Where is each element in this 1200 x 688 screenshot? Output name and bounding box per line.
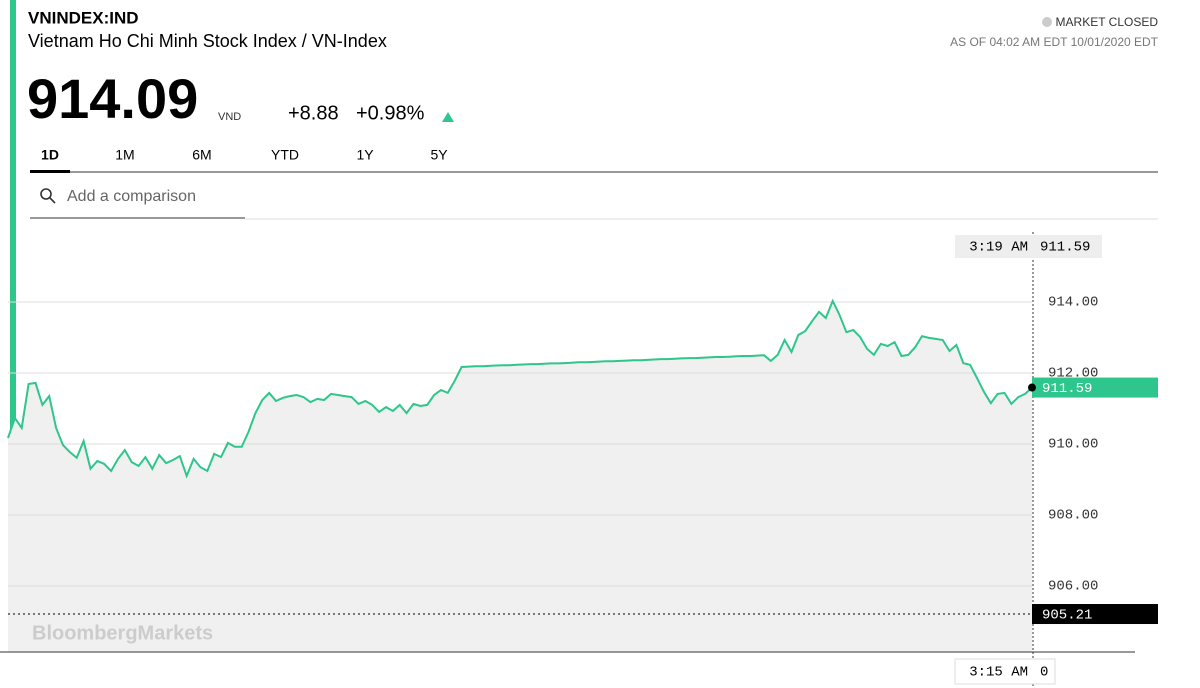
search-icon[interactable] (40, 188, 52, 200)
cursor-box (954, 658, 1056, 685)
price: 914.09 (27, 67, 198, 130)
previous-close-label: 905.21 (1042, 608, 1092, 624)
accent-bar (10, 0, 16, 440)
as-of: AS OF 04:02 AM EDT 10/01/2020 EDT (950, 35, 1159, 49)
change-pct: +0.98% (356, 102, 425, 124)
cursor-time: 3:15 AM (969, 665, 1028, 681)
up-arrow (442, 112, 454, 122)
last-value-box (1032, 377, 1158, 398)
tab[interactable]: 6M (192, 147, 211, 163)
price-line (7, 298, 1033, 479)
area (8, 300, 1032, 652)
index-name: Vietnam Ho Chi Minh Stock Index / VN-Ind… (28, 31, 387, 51)
tabs: 1D 1M 6M YTD 1Y 5Y (41, 147, 448, 163)
y-tick-label: 906.00 (1048, 579, 1098, 595)
last-point (1028, 383, 1036, 392)
crosshair-value: 911.59 (1040, 240, 1090, 256)
y-tick-label: 914.00 (1048, 295, 1098, 311)
chart: 906.00908.00910.00912.00914.00905.21911.… (0, 232, 1158, 688)
status-dot (1042, 17, 1052, 27)
brand: BloombergMarkets (32, 622, 213, 644)
y-tick-label: 910.00 (1048, 437, 1098, 453)
previous-close-box (1032, 604, 1158, 625)
ticker: VNINDEX:IND (28, 8, 139, 27)
tab[interactable]: 1Y (356, 147, 374, 163)
change: +8.88 (288, 102, 339, 124)
y-tick-label: 908.00 (1048, 508, 1098, 524)
tab[interactable]: 1D (41, 147, 59, 163)
currency: VND (218, 111, 241, 123)
last-value-label: 911.59 (1042, 381, 1092, 397)
tab[interactable]: 5Y (430, 147, 448, 163)
market-status: MARKET CLOSED (1056, 15, 1159, 29)
crosshair-time: 3:19 AM (969, 240, 1028, 256)
search-icon-handle (49, 197, 56, 204)
tab[interactable]: 1M (115, 147, 134, 163)
tab[interactable]: YTD (271, 147, 299, 163)
search-input[interactable]: Add a comparison (67, 188, 196, 205)
crosshair-box (955, 235, 1102, 258)
cursor-value: 0 (1040, 665, 1048, 681)
active-tab-underline (30, 170, 70, 173)
